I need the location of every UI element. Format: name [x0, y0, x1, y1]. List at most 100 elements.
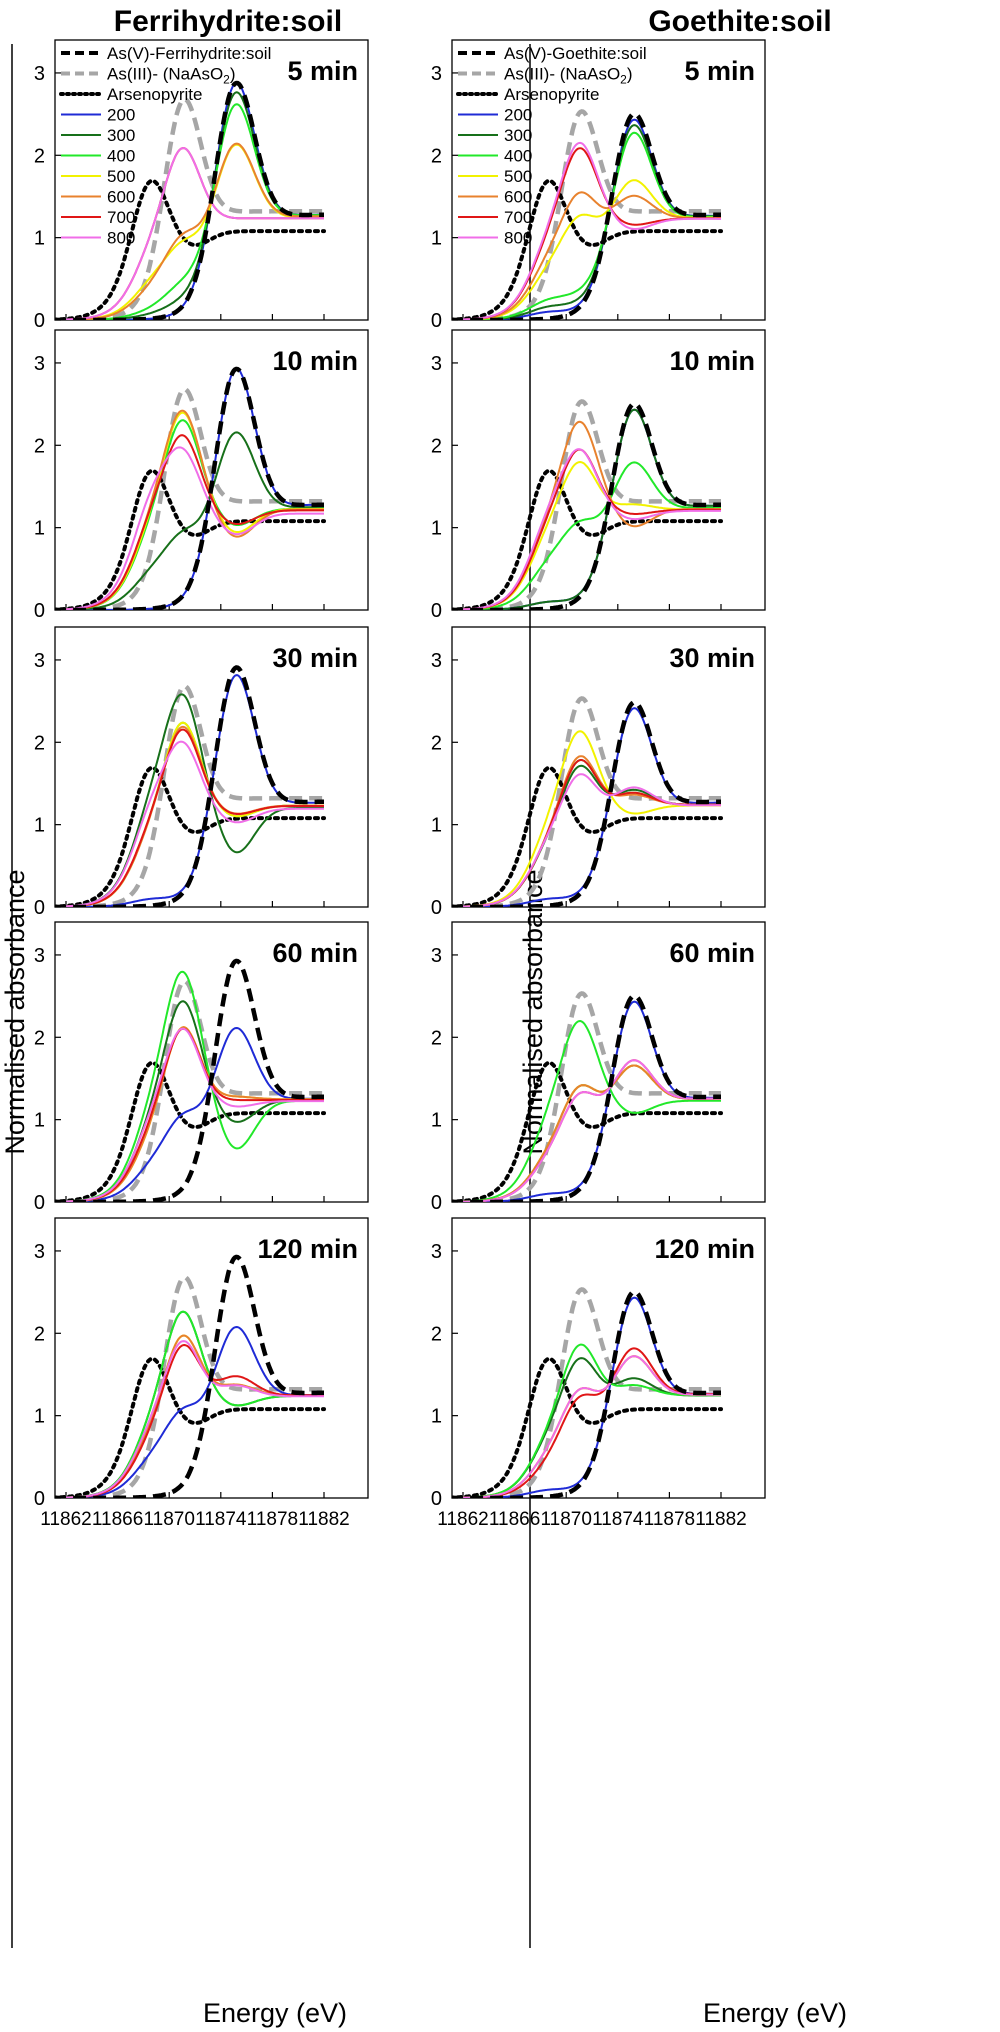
y-tick-label: 1 — [431, 228, 442, 250]
y-tick-label: 2 — [34, 435, 45, 457]
series-300-line — [55, 91, 324, 320]
legend-label: As(V)-Ferrihydrite:soil — [107, 44, 271, 63]
y-tick-label: 0 — [34, 1488, 45, 1510]
series-400-line — [452, 461, 721, 610]
y-tick-label: 3 — [34, 1241, 45, 1263]
chart-panel-ferrihydrite-60min: 0 1 2 3 60 min — [34, 921, 369, 1214]
asV-reference-line — [452, 111, 721, 320]
y-tick-label: 1 — [431, 815, 442, 837]
plot-area — [452, 399, 723, 610]
panel-time-label: 30 min — [669, 643, 755, 673]
plot-frame — [54, 1217, 369, 1499]
y-tick-label: 3 — [34, 63, 45, 85]
plot-area — [452, 1287, 723, 1498]
series-300-line — [452, 124, 721, 320]
asV-reference-line — [452, 1289, 721, 1498]
legend-label: 500 — [107, 167, 135, 186]
legend-label: Arsenopyrite — [504, 85, 599, 104]
panel-time-label: 10 min — [272, 346, 358, 376]
series-700-line — [55, 434, 324, 610]
asV-reference-line — [55, 958, 324, 1202]
y-tick-label: 3 — [34, 353, 45, 375]
left-x-axis-label: Energy (eV) — [203, 1998, 347, 2028]
y-tick-label: 2 — [34, 1323, 45, 1345]
y-tick-label: 2 — [34, 1027, 45, 1049]
arsenopyrite-reference-line — [55, 468, 326, 610]
plot-area — [55, 80, 326, 320]
left-column-title: Ferrihydrite:soil — [114, 5, 342, 38]
y-tick-label: 2 — [34, 145, 45, 167]
chart-panel-ferrihydrite-120min: 0 1 2 3 11862 11866 11870 11874 11878 11882 120 mi… — [34, 1217, 369, 1530]
plot-frame — [54, 39, 369, 321]
plot-area — [55, 665, 326, 907]
right-x-axis-label: Energy (eV) — [703, 1998, 847, 2028]
series-800-line — [55, 1340, 324, 1498]
asV-reference-line — [55, 366, 324, 610]
asV-reference-line — [452, 700, 721, 907]
y-tick-label: 3 — [431, 63, 442, 85]
y-tick-label: 0 — [431, 600, 442, 622]
x-tick-label: 11862 — [40, 1509, 91, 1530]
series-800-line — [452, 773, 721, 907]
series-800-line — [452, 1059, 721, 1202]
arsenopyrite-reference-line — [452, 178, 723, 320]
y-tick-label: 1 — [431, 1110, 442, 1132]
x-tick-label: 11878 — [644, 1509, 695, 1530]
x-tick-label: 11862 — [437, 1509, 488, 1530]
plot-frame — [54, 921, 369, 1203]
y-tick-label: 1 — [431, 1406, 442, 1428]
panel-time-label: 120 min — [257, 1234, 358, 1264]
series-300-line — [55, 431, 324, 610]
legend-label: 700 — [504, 208, 532, 227]
plot-frame — [451, 39, 766, 321]
asV-reference-line — [452, 401, 721, 610]
y-tick-label: 2 — [431, 145, 442, 167]
y-tick-label: 2 — [431, 1323, 442, 1345]
series-200-line — [55, 1325, 324, 1498]
panel-time-label: 120 min — [654, 1234, 755, 1264]
arsenopyrite-reference-line — [55, 1060, 326, 1202]
arsenopyrite-reference-line — [452, 1356, 723, 1498]
series-200-line — [452, 1296, 721, 1498]
legend-label: As(III)- (NaAsO2) — [504, 65, 633, 87]
y-tick-label: 0 — [431, 1192, 442, 1214]
legend-label: 200 — [504, 106, 532, 125]
series-800-line — [55, 1027, 324, 1202]
x-tick-label: 11874 — [592, 1509, 644, 1530]
legend-label: 500 — [504, 167, 532, 186]
y-tick-label: 2 — [431, 1027, 442, 1049]
y-tick-label: 0 — [34, 600, 45, 622]
chart-panel-goethite-60min: 0 1 2 3 60 min — [431, 921, 766, 1214]
y-tick-label: 0 — [431, 897, 442, 919]
chart-panel-goethite-120min: 0 1 2 3 11862 11866 11870 11874 11878 11882 120 mi… — [431, 1217, 766, 1530]
right-column-title: Goethite:soil — [648, 5, 831, 38]
legend-label: As(V)-Goethite:soil — [504, 44, 647, 63]
series-200-line — [55, 367, 324, 610]
legend-label: Arsenopyrite — [107, 85, 202, 104]
plot-area — [452, 696, 723, 907]
chart-panel-goethite-30min: 0 1 2 3 30 min — [431, 626, 766, 919]
y-tick-label: 3 — [34, 650, 45, 672]
y-tick-label: 0 — [34, 897, 45, 919]
panel-time-label: 5 min — [684, 56, 755, 86]
legend-label: 300 — [107, 126, 135, 145]
legend-label: 800 — [107, 229, 135, 248]
left-y-axis-label: Normalised absorbance — [0, 869, 30, 1154]
y-tick-label: 3 — [431, 650, 442, 672]
plot-area — [452, 991, 723, 1202]
y-tick-label: 0 — [431, 1488, 442, 1510]
x-tick-label: 11870 — [143, 1509, 194, 1530]
panel-time-label: 60 min — [272, 938, 358, 968]
panel-time-label: 5 min — [287, 56, 358, 86]
legend-label: 700 — [107, 208, 135, 227]
legend-label: As(III)- (NaAsO2) — [107, 65, 236, 87]
x-tick-label: 11874 — [195, 1509, 247, 1530]
panel-time-label: 30 min — [272, 643, 358, 673]
x-tick-label: 11882 — [695, 1509, 746, 1530]
plot-frame — [54, 626, 369, 908]
plot-area — [55, 958, 326, 1202]
y-tick-label: 3 — [431, 353, 442, 375]
legend-label: 600 — [504, 188, 532, 207]
legend-label: 600 — [107, 188, 135, 207]
panel-time-label: 60 min — [669, 938, 755, 968]
